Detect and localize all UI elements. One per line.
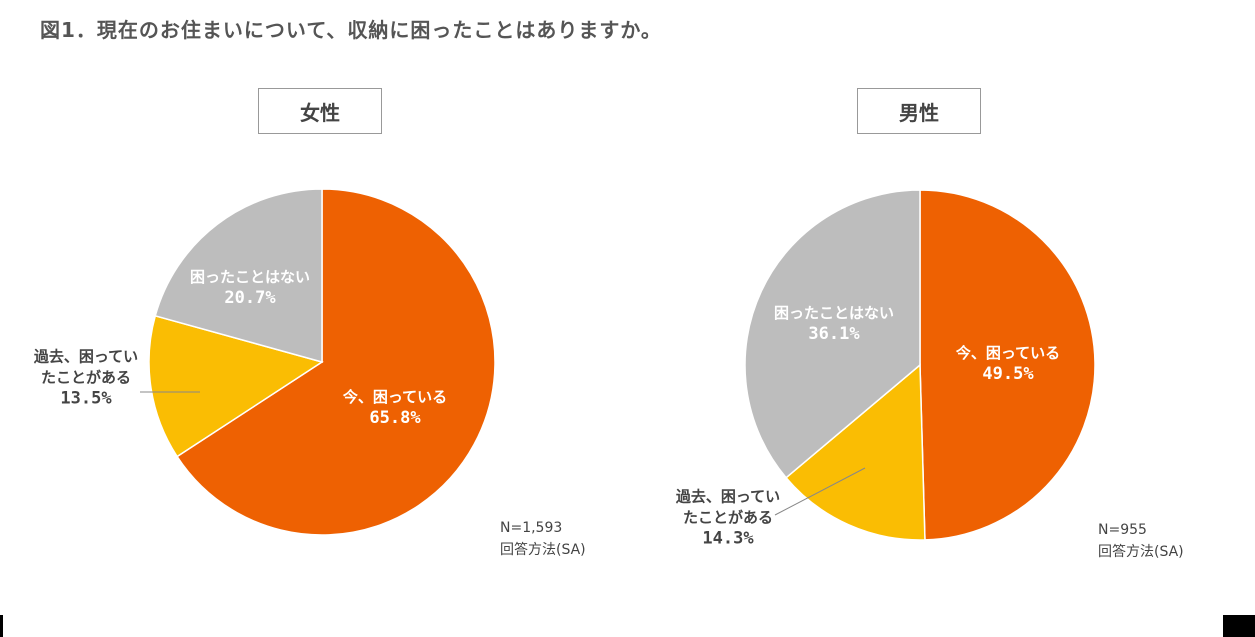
pie-slice-never-troubled-female — [154, 188, 323, 363]
slice-category-label: 今、困っている — [955, 344, 1061, 362]
slice-label-past-troubled-female: 過去、困ってい たことがある 13.5% — [34, 347, 138, 410]
pie-slice-never-troubled-male — [744, 189, 921, 479]
slice-value-label: 65.8% — [369, 408, 421, 428]
slice-category-label: 今、困っている — [342, 388, 448, 406]
slice-label-never-troubled-female: 困ったことはない 20.7% — [190, 267, 310, 309]
slice-value-label: 49.5% — [982, 364, 1034, 384]
sample-note-female: N=1,593 回答方法(SA) — [500, 517, 586, 561]
slice-value-label: 36.1% — [808, 324, 860, 344]
answer-method: 回答方法(SA) — [500, 542, 586, 558]
answer-method: 回答方法(SA) — [1098, 544, 1184, 560]
sample-note-male: N=955 回答方法(SA) — [1098, 519, 1184, 563]
pie-slice-past-troubled-male — [785, 363, 926, 541]
pie-slice-now-troubled-female — [176, 188, 496, 536]
slice-label-past-troubled-male: 過去、困ってい たことがある 14.3% — [676, 487, 780, 550]
slice-label-now-troubled-male: 今、困っている 49.5% — [956, 343, 1060, 385]
page-title: 図1．現在のお住まいについて、収納に困ったことはありますか。 — [40, 18, 662, 42]
chart-title-male: 男性 — [857, 88, 981, 134]
slice-value-label: 13.5% — [60, 388, 112, 409]
chart-title-female: 女性 — [258, 88, 382, 134]
sample-size: N=1,593 — [500, 520, 563, 536]
edge-marker-left — [0, 615, 3, 637]
pie-slice-now-troubled-male — [919, 189, 1096, 541]
slice-category-label: 困ったことはない — [773, 304, 895, 322]
leader-line-past-troubled-male — [774, 467, 866, 516]
sample-size: N=955 — [1098, 522, 1147, 538]
slice-value-label: 20.7% — [224, 288, 276, 308]
pie-slice-past-troubled-female — [148, 314, 324, 458]
slice-category-label: 困ったことはない — [189, 268, 311, 286]
slice-value-label: 14.3% — [702, 528, 754, 549]
slice-label-now-troubled-female: 今、困っている 65.8% — [343, 387, 447, 429]
slice-label-never-troubled-male: 困ったことはない 36.1% — [774, 303, 894, 345]
edge-marker-right — [1223, 615, 1255, 637]
slice-category-label: 過去、困ってい たことがある — [675, 487, 781, 527]
slice-category-label: 過去、困ってい たことがある — [33, 347, 139, 387]
